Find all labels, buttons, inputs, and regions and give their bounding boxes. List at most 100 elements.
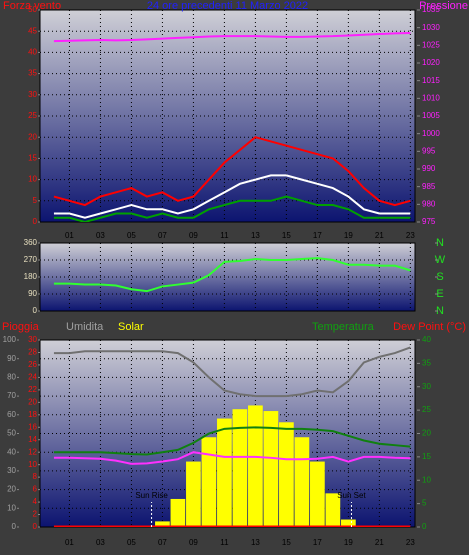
y-tick-label: 5 — [33, 196, 38, 205]
y2-tick-label: 40 — [422, 335, 431, 344]
y2-tick-label: 995 — [422, 146, 436, 155]
x-tick-label: 19 — [344, 538, 353, 547]
y-tick-label: 30 — [28, 90, 37, 99]
y2-tick-label: 0 — [422, 522, 427, 531]
x-tick-label: 09 — [189, 538, 198, 547]
y-tick-label: 50 — [7, 429, 16, 438]
x-tick-label: 13 — [251, 231, 260, 240]
y2-tick-label: 1000 — [422, 129, 440, 138]
x-tick-label: 09 — [189, 231, 198, 240]
y-tick-label: 270 — [24, 255, 38, 264]
bar — [279, 422, 294, 527]
y-tick-label: 25 — [28, 111, 37, 120]
chart-title: 24 ore precedenti 11 Marzo 2022 — [147, 0, 308, 12]
y3-tick-label: 18 — [28, 410, 37, 419]
y3-tick-label: 14 — [28, 435, 37, 444]
series-line — [53, 257, 411, 293]
y2-tick-label: 1005 — [422, 111, 440, 120]
bar — [294, 437, 310, 527]
y2-tick-label: E — [436, 288, 443, 300]
y2-tick-label: 975 — [422, 217, 436, 226]
y3-tick-label: 30 — [28, 335, 37, 344]
bar — [341, 519, 356, 527]
bar — [325, 493, 341, 527]
bar — [232, 409, 248, 527]
bar — [248, 405, 263, 527]
y2-tick-label: 1020 — [422, 58, 440, 67]
x-tick-label: 23 — [406, 231, 415, 240]
y-tick-label: 15 — [28, 154, 37, 163]
y3-tick-label: 2 — [33, 510, 38, 519]
y-tick-label: 10 — [7, 503, 16, 512]
annotation: Sun Set — [337, 491, 366, 500]
y2-tick-label: 1030 — [422, 23, 440, 32]
y3-tick-label: 24 — [28, 373, 37, 382]
x-tick-label: 13 — [251, 538, 260, 547]
series-line — [53, 195, 411, 222]
bar — [263, 411, 279, 527]
bar — [310, 461, 325, 527]
x-tick-label: 05 — [127, 231, 136, 240]
y-tick-label: 80 — [7, 373, 16, 382]
plot — [40, 243, 415, 311]
y-tick-label: 0 — [12, 522, 17, 531]
x-tick-label: 11 — [220, 231, 229, 240]
x-tick-label: 03 — [96, 538, 105, 547]
y3-tick-label: 28 — [28, 348, 37, 357]
x-tick-label: 15 — [282, 231, 291, 240]
y2-tick-label: 985 — [422, 182, 436, 191]
y2-tick-label: 10 — [422, 475, 431, 484]
y-tick-label: 30 — [7, 466, 16, 475]
y-tick-label: 70 — [7, 391, 16, 400]
y-tick-label: 0 — [33, 306, 38, 315]
bar — [186, 461, 201, 527]
y3-tick-label: 8 — [33, 472, 38, 481]
y2-tick-label: 20 — [422, 429, 431, 438]
y3-tick-label: 0 — [33, 522, 38, 531]
axis-title: Pressione — [419, 0, 468, 12]
x-tick-label: 21 — [375, 231, 384, 240]
x-tick-label: 07 — [158, 231, 167, 240]
axis-title: Umidita — [66, 321, 104, 333]
series-line — [53, 174, 411, 219]
y-tick-label: 100 — [3, 335, 17, 344]
x-tick-label: 01 — [65, 538, 74, 547]
bar — [201, 437, 217, 527]
x-tick-label: 23 — [406, 538, 415, 547]
y3-tick-label: 22 — [28, 385, 37, 394]
y2-tick-label: 5 — [422, 499, 427, 508]
y2-tick-label: 30 — [422, 382, 431, 391]
y-tick-label: 90 — [7, 354, 16, 363]
y2-tick-label: 15 — [422, 452, 431, 461]
y-tick-label: 45 — [28, 26, 37, 35]
axis-title: Temperatura — [312, 321, 375, 333]
x-tick-label: 15 — [282, 538, 291, 547]
y2-tick-label: 1025 — [422, 40, 440, 49]
y-tick-label: 20 — [7, 485, 16, 494]
plot — [40, 340, 415, 527]
y2-tick-label: 1010 — [422, 93, 440, 102]
y2-tick-label: W — [435, 254, 446, 266]
y-tick-label: 40 — [28, 48, 37, 57]
series-line — [53, 136, 411, 207]
x-tick-label: 11 — [220, 538, 229, 547]
y3-tick-label: 10 — [28, 460, 37, 469]
series-line — [53, 451, 411, 465]
x-tick-label: 07 — [158, 538, 167, 547]
axis-title: Pioggia — [2, 321, 40, 333]
y2-tick-label: 1015 — [422, 76, 440, 85]
y3-tick-label: 20 — [28, 397, 37, 406]
x-tick-label: 03 — [96, 231, 105, 240]
bar — [155, 521, 170, 527]
x-tick-label: 17 — [313, 538, 322, 547]
x-tick-label: 17 — [313, 231, 322, 240]
plot — [40, 10, 415, 222]
y2-tick-label: 990 — [422, 164, 436, 173]
y-tick-label: 40 — [7, 447, 16, 456]
series-line — [53, 346, 411, 398]
y2-tick-label: 980 — [422, 199, 436, 208]
y3-tick-label: 6 — [33, 485, 38, 494]
y2-tick-label: 35 — [422, 358, 431, 367]
x-tick-label: 19 — [344, 231, 353, 240]
